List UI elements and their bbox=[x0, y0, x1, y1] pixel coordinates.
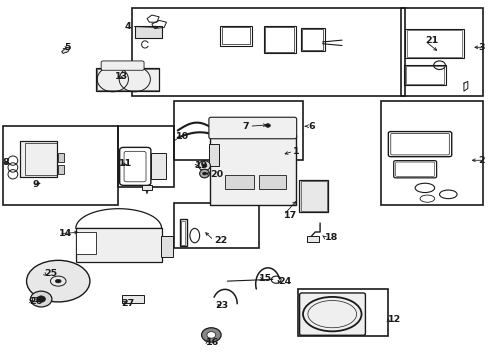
Text: 26: 26 bbox=[29, 297, 42, 306]
Bar bbox=[405, 30, 463, 58]
Bar bbox=[299, 180, 328, 212]
Polygon shape bbox=[61, 47, 70, 53]
Bar bbox=[118, 126, 173, 187]
Text: 12: 12 bbox=[387, 315, 401, 324]
Bar bbox=[264, 26, 295, 53]
Bar bbox=[96, 68, 159, 91]
FancyBboxPatch shape bbox=[101, 61, 144, 70]
Text: 13: 13 bbox=[115, 72, 128, 81]
Text: 18: 18 bbox=[325, 233, 338, 242]
Text: 20: 20 bbox=[210, 170, 223, 179]
Bar bbox=[259, 175, 285, 189]
Text: 14: 14 bbox=[59, 229, 72, 238]
Text: 25: 25 bbox=[44, 269, 58, 278]
Text: 27: 27 bbox=[122, 299, 135, 308]
Bar bbox=[20, 141, 57, 177]
Bar bbox=[20, 141, 57, 177]
Bar bbox=[179, 220, 186, 246]
Text: 15: 15 bbox=[259, 274, 272, 283]
Bar bbox=[404, 65, 445, 85]
Ellipse shape bbox=[198, 161, 210, 171]
Bar bbox=[32, 297, 38, 301]
Bar bbox=[400, 8, 483, 96]
Bar bbox=[3, 126, 118, 205]
Bar bbox=[181, 221, 185, 245]
Text: 22: 22 bbox=[213, 236, 226, 245]
Text: 10: 10 bbox=[176, 132, 189, 141]
Text: 16: 16 bbox=[205, 338, 218, 347]
Bar bbox=[151, 153, 165, 179]
Bar bbox=[380, 101, 483, 205]
Bar bbox=[302, 29, 323, 50]
Bar bbox=[132, 8, 405, 96]
Ellipse shape bbox=[202, 164, 206, 167]
Bar bbox=[220, 26, 251, 45]
Bar bbox=[300, 28, 325, 51]
Bar bbox=[265, 27, 294, 51]
Text: 6: 6 bbox=[307, 122, 314, 131]
Text: 21: 21 bbox=[424, 36, 437, 45]
Text: 4: 4 bbox=[124, 22, 131, 31]
Ellipse shape bbox=[206, 332, 215, 338]
Ellipse shape bbox=[202, 172, 206, 175]
Ellipse shape bbox=[30, 291, 52, 307]
Text: 24: 24 bbox=[278, 276, 291, 285]
Bar bbox=[210, 135, 295, 205]
Text: 7: 7 bbox=[242, 122, 249, 131]
Bar bbox=[76, 232, 96, 253]
Bar bbox=[306, 236, 319, 242]
Text: 3: 3 bbox=[477, 43, 484, 52]
Text: 1: 1 bbox=[293, 147, 299, 156]
Text: 11: 11 bbox=[119, 159, 132, 168]
Bar bbox=[221, 27, 250, 44]
Text: 19: 19 bbox=[194, 161, 207, 170]
Bar bbox=[58, 153, 64, 162]
Text: 2: 2 bbox=[477, 156, 484, 165]
FancyBboxPatch shape bbox=[208, 117, 296, 139]
Bar bbox=[405, 66, 444, 84]
Text: 23: 23 bbox=[215, 301, 228, 310]
Ellipse shape bbox=[262, 121, 273, 130]
Bar bbox=[224, 175, 254, 189]
Bar bbox=[76, 228, 161, 262]
Text: 9: 9 bbox=[32, 180, 39, 189]
Bar bbox=[173, 101, 303, 160]
Text: 8: 8 bbox=[2, 158, 9, 167]
Bar bbox=[58, 165, 64, 174]
Bar bbox=[173, 203, 259, 248]
Bar bbox=[406, 31, 462, 57]
Ellipse shape bbox=[199, 169, 209, 178]
Text: 5: 5 bbox=[64, 43, 70, 52]
Bar bbox=[160, 235, 172, 257]
Ellipse shape bbox=[265, 124, 270, 127]
Ellipse shape bbox=[26, 260, 90, 302]
FancyBboxPatch shape bbox=[299, 293, 365, 335]
Ellipse shape bbox=[55, 279, 61, 283]
Bar bbox=[300, 181, 326, 211]
Text: 17: 17 bbox=[283, 211, 296, 220]
Bar bbox=[97, 69, 159, 90]
Bar bbox=[122, 295, 143, 303]
Ellipse shape bbox=[201, 328, 221, 342]
Bar bbox=[135, 26, 161, 39]
Bar bbox=[298, 289, 387, 336]
Bar bbox=[209, 144, 219, 166]
Ellipse shape bbox=[37, 296, 45, 302]
Bar bbox=[142, 185, 152, 190]
Bar bbox=[25, 143, 57, 175]
